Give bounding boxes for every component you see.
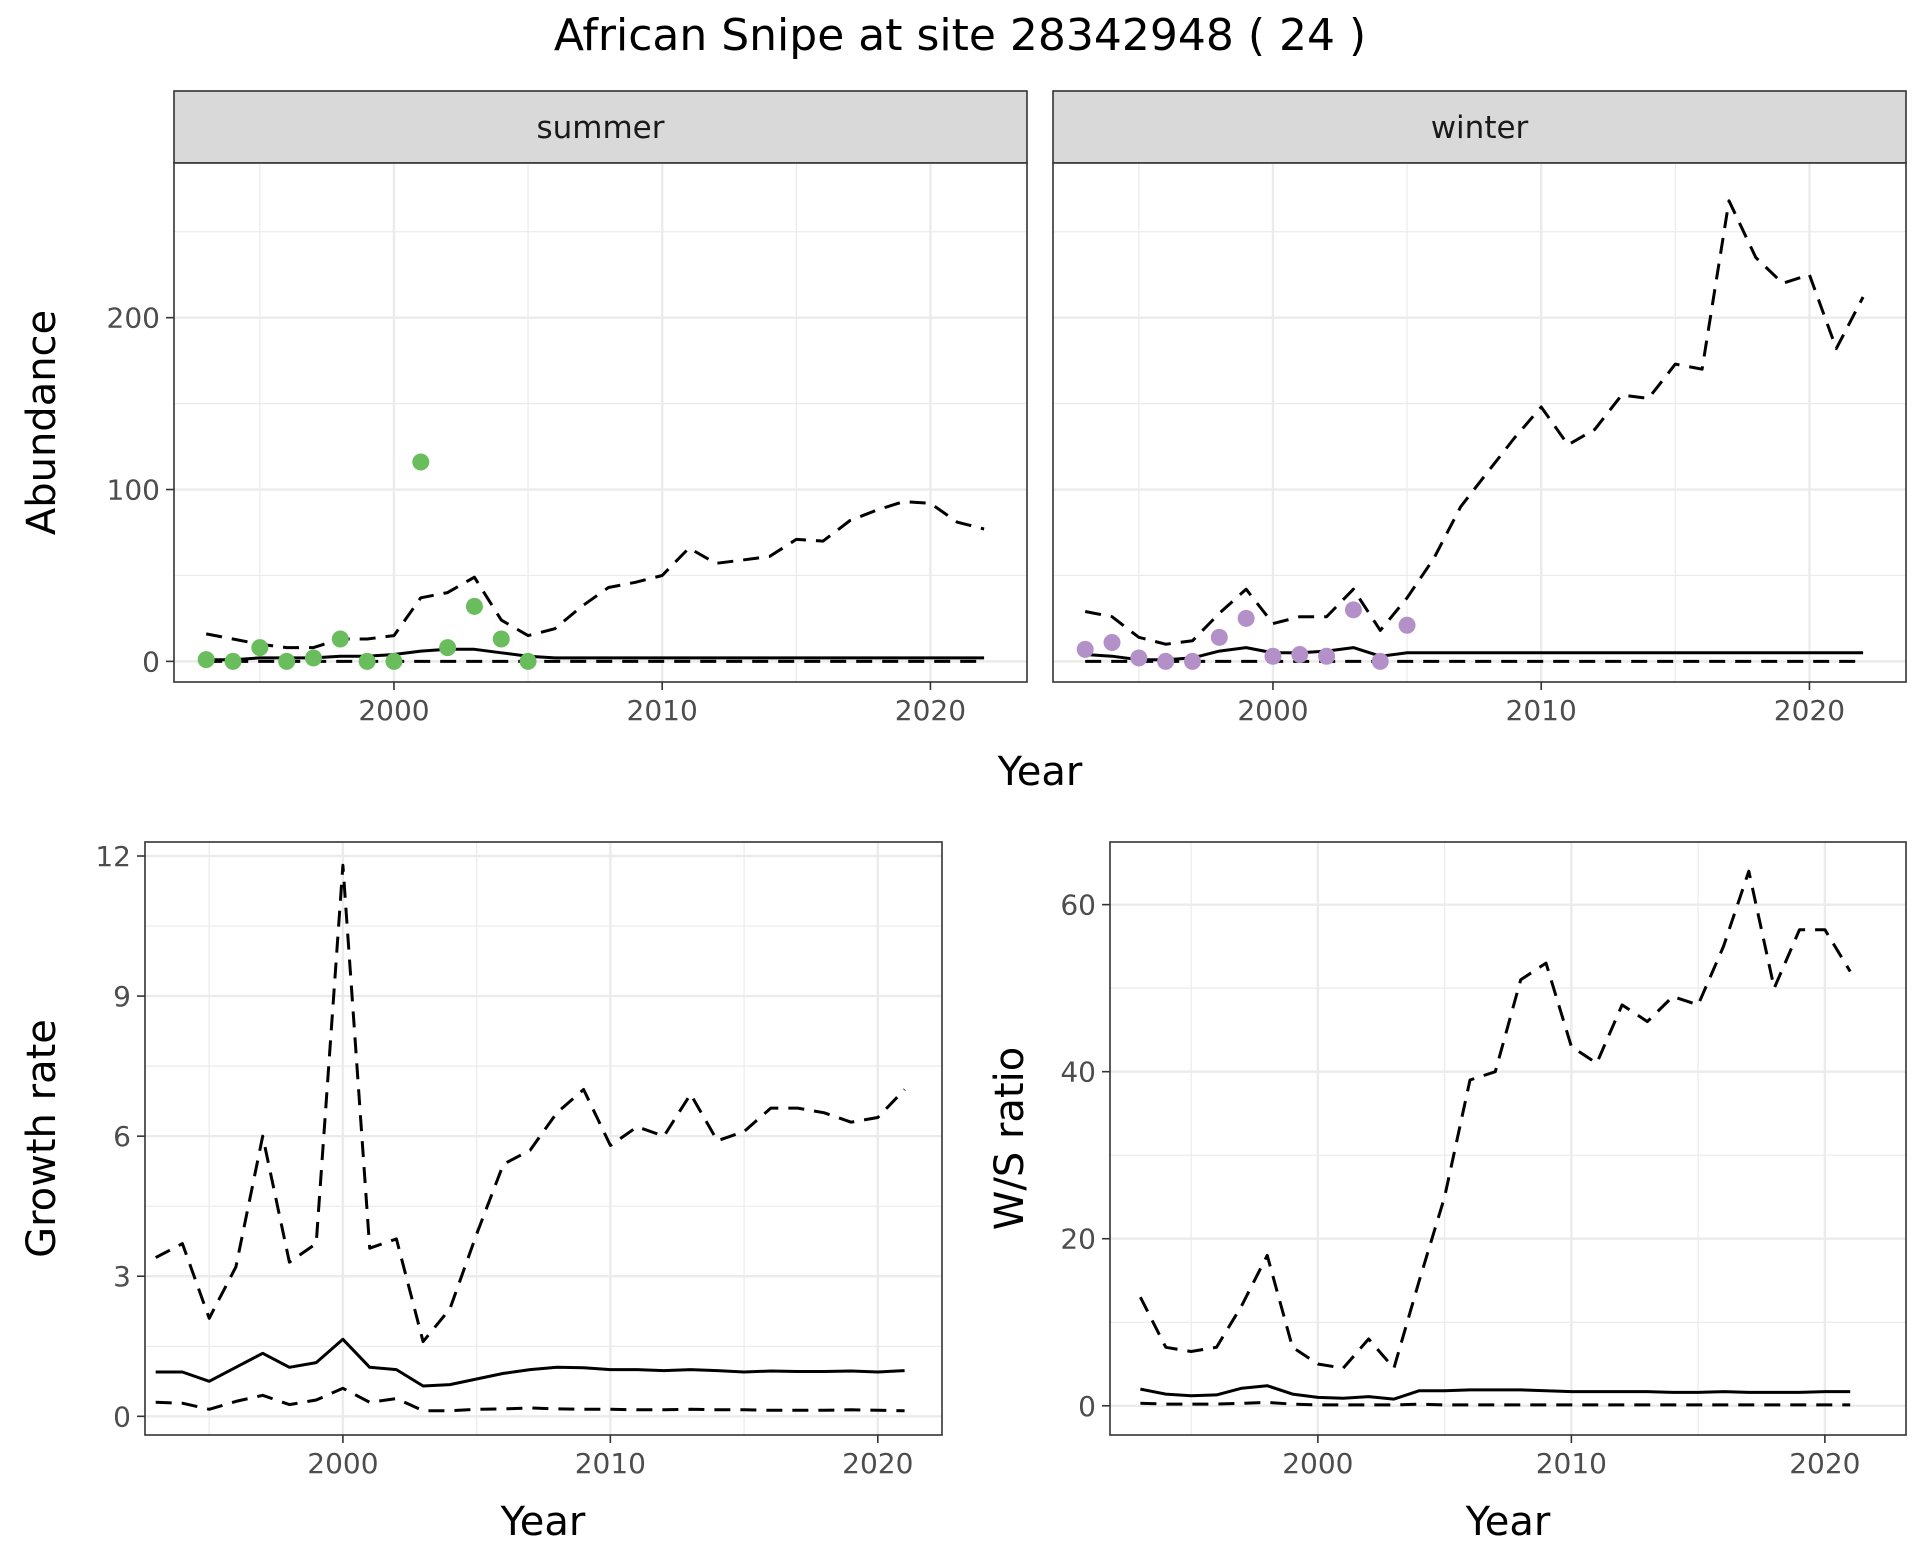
y-tick-label: 60 xyxy=(1060,889,1096,922)
panel-background xyxy=(1110,842,1906,1435)
data-point xyxy=(1371,652,1389,670)
panel-border xyxy=(1109,841,1907,1436)
panel-growth_rate: 2000 2010 2020 0 3 6 9 12 Growth rate Year xyxy=(19,840,943,1545)
series-line-2 xyxy=(155,863,906,1344)
y-tick-label: 40 xyxy=(1060,1056,1096,1089)
data-point xyxy=(1264,647,1282,665)
series-line-3 xyxy=(155,1386,905,1413)
facet-strip xyxy=(1052,90,1907,164)
y-tick-label: 0 xyxy=(1078,1390,1096,1423)
data-point xyxy=(1291,646,1309,664)
x-axis-title: Year xyxy=(500,1499,586,1545)
data-point xyxy=(224,652,242,670)
facet-label: summer xyxy=(536,110,664,146)
series-line-2 xyxy=(1084,199,1865,646)
series-line-1 xyxy=(206,647,985,662)
data-point xyxy=(1130,649,1148,667)
y-axis-title: Growth rate xyxy=(19,1019,65,1258)
data-point xyxy=(331,630,349,648)
x-tick-label: 2020 xyxy=(1774,694,1845,727)
panel-background xyxy=(145,842,942,1435)
series-line-1 xyxy=(1085,646,1864,662)
y-tick-label: 0 xyxy=(113,1400,131,1433)
series-line-2 xyxy=(1139,869,1852,1370)
panel-border xyxy=(144,841,943,1436)
data-point xyxy=(1398,616,1416,634)
panel-abundance_summer: summer 2000 2010 2020 0 100 200 Abundance xyxy=(19,90,1028,727)
data-point xyxy=(385,652,403,670)
data-point xyxy=(304,649,322,667)
data-point xyxy=(1318,647,1336,665)
series-line-1 xyxy=(1140,1384,1851,1401)
y-tick-label: 6 xyxy=(113,1120,131,1153)
data-point xyxy=(492,630,510,648)
panel-background xyxy=(174,163,1027,682)
x-tick-label: 2000 xyxy=(1237,694,1308,727)
data-point xyxy=(1157,652,1175,670)
data-point xyxy=(412,453,430,471)
panel-ws_ratio: 2000 2010 2020 0 20 40 60 W/S ratio Year xyxy=(987,841,1907,1545)
y-tick-label: 0 xyxy=(142,645,160,678)
data-point xyxy=(251,639,269,657)
y-tick-label: 3 xyxy=(113,1260,131,1293)
series-line-3 xyxy=(1140,1400,1851,1407)
data-point xyxy=(1103,633,1121,651)
y-tick-label: 20 xyxy=(1060,1223,1096,1256)
panel-border xyxy=(173,162,1028,683)
facet-strip xyxy=(173,90,1028,164)
x-tick-label: 2010 xyxy=(575,1447,646,1480)
x-tick-label: 2000 xyxy=(358,694,429,727)
data-point xyxy=(465,597,483,615)
x-tick-label: 2020 xyxy=(842,1447,913,1480)
plot-title: African Snipe at site 28342948 ( 24 ) xyxy=(554,10,1366,61)
panel-border xyxy=(1052,162,1907,683)
y-axis-title: Abundance xyxy=(19,310,65,535)
x-tick-label: 2000 xyxy=(307,1447,378,1480)
panel-background xyxy=(1053,163,1906,682)
data-point xyxy=(1344,601,1362,619)
y-tick-label: 200 xyxy=(107,302,160,335)
series-line-1 xyxy=(155,1337,905,1388)
y-axis-title: W/S ratio xyxy=(987,1047,1033,1230)
data-point xyxy=(519,652,537,670)
x-tick-label: 2020 xyxy=(895,694,966,727)
data-point xyxy=(1183,652,1201,670)
x-tick-label: 2010 xyxy=(1506,694,1577,727)
x-tick-label: 2000 xyxy=(1282,1447,1353,1480)
data-point xyxy=(1076,640,1094,658)
x-tick-label: 2010 xyxy=(627,694,698,727)
data-point xyxy=(439,639,457,657)
data-point xyxy=(1210,628,1228,646)
x-tick-label: 2020 xyxy=(1789,1447,1860,1480)
data-point xyxy=(278,652,296,670)
data-point xyxy=(1237,609,1255,627)
x-axis-title: Year xyxy=(1465,1499,1551,1545)
y-tick-label: 12 xyxy=(95,840,131,873)
panel-abundance_winter: winter 2000 2010 2020 xyxy=(1052,90,1907,727)
data-point xyxy=(358,652,376,670)
y-tick-label: 9 xyxy=(113,980,131,1013)
facet-label: winter xyxy=(1431,110,1529,146)
y-tick-label: 100 xyxy=(107,474,160,507)
data-point xyxy=(197,651,215,669)
x-axis-title-shared: Year xyxy=(997,749,1083,795)
x-tick-label: 2010 xyxy=(1536,1447,1607,1480)
